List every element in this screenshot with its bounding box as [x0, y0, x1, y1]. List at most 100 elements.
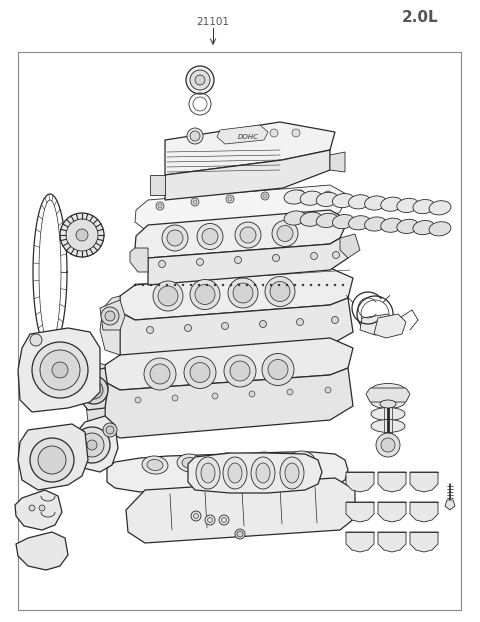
Ellipse shape	[201, 463, 215, 483]
Circle shape	[85, 381, 103, 399]
Circle shape	[103, 423, 117, 437]
Circle shape	[294, 284, 296, 286]
Polygon shape	[85, 362, 105, 430]
Circle shape	[233, 283, 253, 303]
Circle shape	[158, 204, 162, 208]
Circle shape	[277, 226, 293, 241]
Ellipse shape	[228, 463, 242, 483]
Ellipse shape	[365, 196, 386, 210]
Circle shape	[219, 515, 229, 525]
Circle shape	[190, 131, 200, 141]
Circle shape	[146, 327, 154, 333]
Polygon shape	[378, 472, 406, 492]
Polygon shape	[16, 532, 68, 570]
Circle shape	[202, 228, 218, 244]
Ellipse shape	[429, 201, 451, 215]
Circle shape	[249, 391, 255, 397]
Circle shape	[262, 284, 264, 286]
Polygon shape	[135, 210, 348, 258]
Ellipse shape	[316, 192, 338, 207]
Polygon shape	[378, 532, 406, 552]
Circle shape	[197, 223, 223, 249]
Ellipse shape	[147, 460, 163, 470]
Circle shape	[311, 253, 317, 259]
Ellipse shape	[284, 190, 306, 204]
Circle shape	[74, 427, 110, 463]
Circle shape	[286, 284, 288, 286]
Polygon shape	[18, 424, 88, 490]
Circle shape	[60, 213, 104, 257]
Polygon shape	[148, 238, 348, 285]
Ellipse shape	[332, 193, 354, 208]
Polygon shape	[15, 490, 62, 530]
Circle shape	[158, 284, 160, 286]
Polygon shape	[346, 502, 374, 522]
Ellipse shape	[332, 215, 354, 229]
Circle shape	[270, 284, 272, 286]
Circle shape	[254, 284, 256, 286]
Circle shape	[193, 200, 197, 204]
Text: DOHC: DOHC	[238, 134, 259, 140]
Polygon shape	[366, 388, 410, 402]
Circle shape	[150, 284, 152, 286]
Circle shape	[261, 192, 269, 200]
Ellipse shape	[371, 396, 405, 409]
Circle shape	[80, 376, 108, 404]
Circle shape	[272, 221, 298, 246]
Circle shape	[135, 397, 141, 403]
Circle shape	[333, 251, 339, 259]
Polygon shape	[78, 368, 108, 410]
Circle shape	[29, 505, 35, 511]
Circle shape	[158, 286, 178, 306]
Circle shape	[196, 259, 204, 266]
Circle shape	[39, 505, 45, 511]
Circle shape	[302, 284, 304, 286]
Circle shape	[105, 311, 115, 321]
Circle shape	[167, 230, 183, 246]
Polygon shape	[105, 368, 353, 438]
Circle shape	[30, 334, 42, 346]
Circle shape	[376, 433, 400, 457]
Circle shape	[90, 386, 98, 394]
Circle shape	[326, 284, 328, 286]
Circle shape	[221, 322, 228, 330]
Ellipse shape	[285, 463, 299, 483]
Ellipse shape	[257, 455, 273, 466]
Ellipse shape	[284, 211, 306, 225]
Circle shape	[265, 277, 295, 307]
Circle shape	[101, 307, 119, 325]
Ellipse shape	[365, 217, 386, 231]
Ellipse shape	[381, 197, 403, 211]
Circle shape	[30, 438, 74, 482]
Text: 21101: 21101	[196, 17, 229, 27]
Circle shape	[144, 358, 176, 390]
Circle shape	[318, 284, 320, 286]
Circle shape	[222, 284, 224, 286]
Polygon shape	[107, 452, 348, 492]
Polygon shape	[135, 185, 348, 232]
Circle shape	[221, 518, 227, 522]
Polygon shape	[18, 328, 100, 412]
Circle shape	[158, 261, 166, 267]
Polygon shape	[120, 268, 353, 320]
Circle shape	[270, 129, 278, 137]
Ellipse shape	[380, 400, 396, 408]
Circle shape	[230, 361, 250, 381]
Ellipse shape	[223, 457, 247, 489]
Polygon shape	[330, 152, 345, 172]
Ellipse shape	[142, 456, 168, 474]
Circle shape	[76, 229, 88, 241]
Ellipse shape	[371, 384, 405, 396]
Ellipse shape	[252, 452, 278, 470]
Circle shape	[190, 279, 220, 310]
Circle shape	[142, 284, 144, 286]
Ellipse shape	[294, 455, 310, 465]
Circle shape	[191, 511, 201, 521]
Polygon shape	[130, 248, 148, 272]
Circle shape	[106, 426, 114, 434]
Ellipse shape	[182, 457, 198, 468]
Circle shape	[32, 342, 88, 398]
Ellipse shape	[300, 191, 322, 205]
Circle shape	[174, 284, 176, 286]
Ellipse shape	[220, 457, 236, 468]
